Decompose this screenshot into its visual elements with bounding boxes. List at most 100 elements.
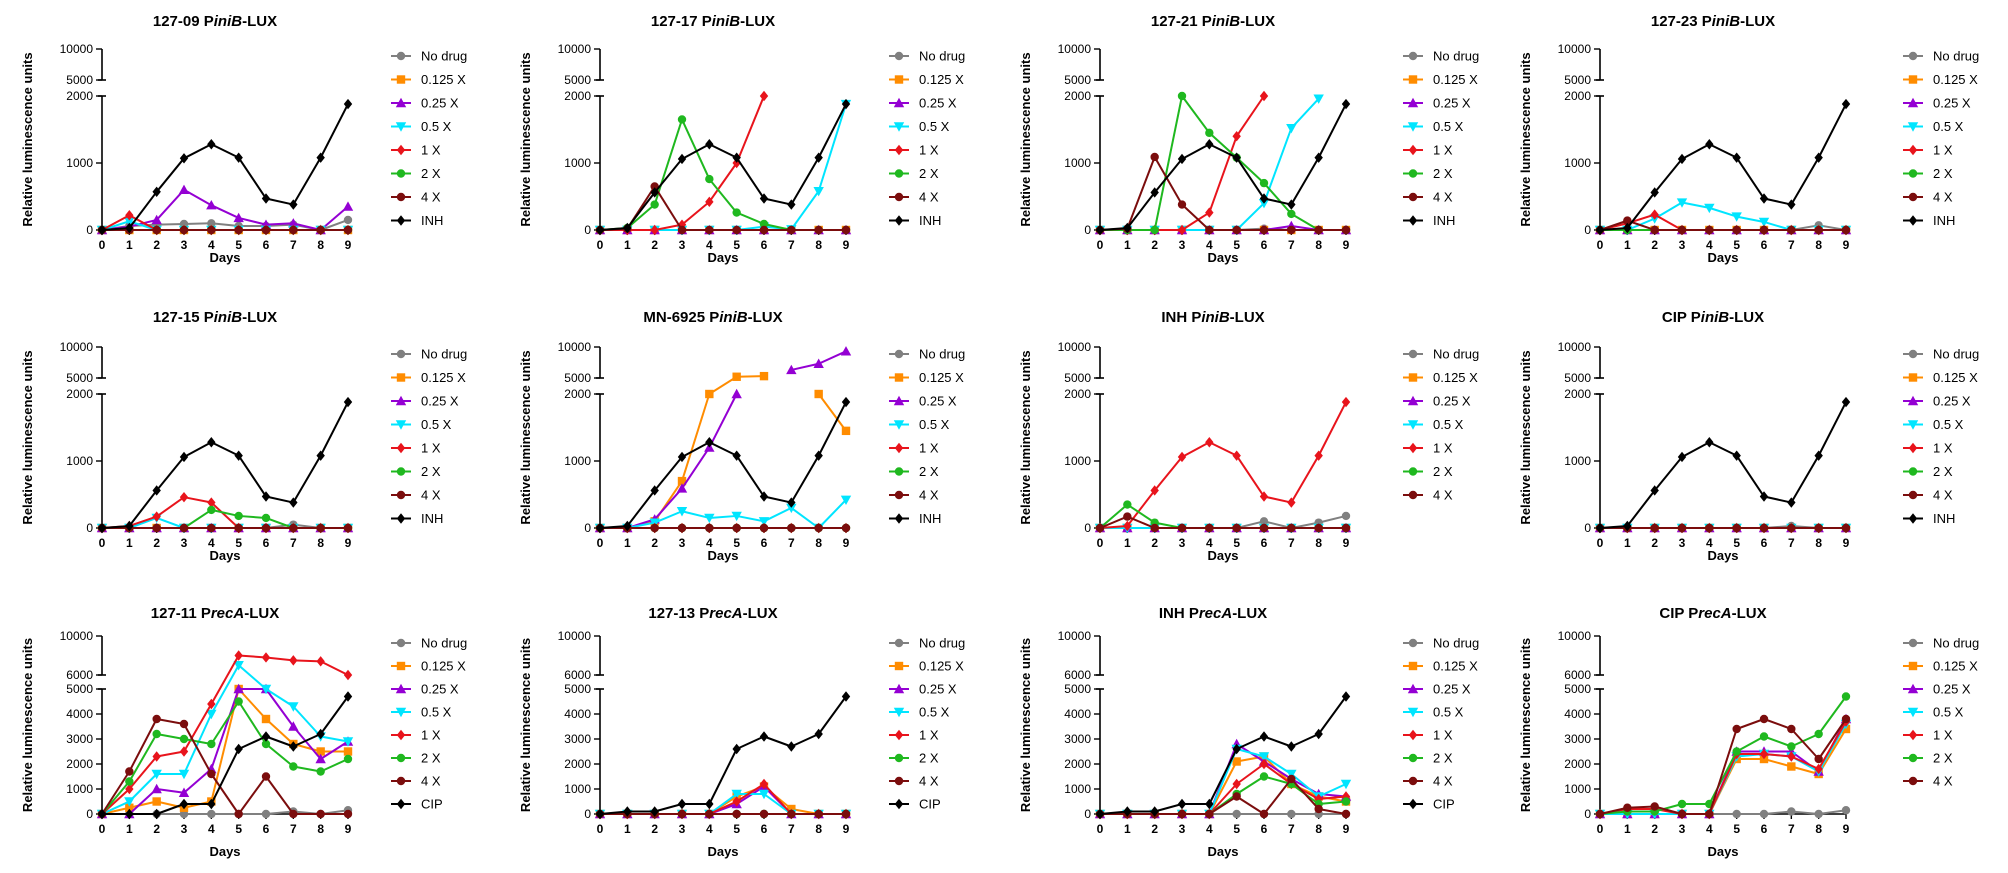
y-tick-label: 5000 bbox=[564, 371, 591, 385]
legend-label: 0.5 X bbox=[421, 119, 452, 134]
data-point bbox=[125, 210, 134, 221]
series-segment bbox=[320, 740, 349, 760]
data-point bbox=[650, 187, 659, 198]
legend-item: 0.125 X bbox=[1403, 72, 1478, 87]
chart-title: 127-21 PiniB-LUX bbox=[1151, 13, 1275, 30]
data-point bbox=[759, 193, 769, 204]
series-segment bbox=[183, 738, 212, 745]
data-point bbox=[814, 450, 823, 461]
legend-item: No drug bbox=[1403, 49, 1479, 64]
series-segment bbox=[1681, 441, 1710, 458]
legend-item: 2 X bbox=[391, 751, 441, 766]
series-segment bbox=[211, 222, 239, 227]
legend-item: 0.25 X bbox=[889, 394, 957, 409]
y-axis-label: Relative luminescence units bbox=[518, 52, 533, 226]
series-segment bbox=[1181, 441, 1210, 458]
legend-item: 0.25 X bbox=[391, 682, 459, 697]
y-tick-label: 2000 bbox=[1564, 89, 1591, 103]
data-point bbox=[342, 201, 354, 211]
legend-label: 0.5 X bbox=[1433, 705, 1464, 720]
x-tick-label: 0 bbox=[99, 536, 106, 550]
legend-item: INH bbox=[391, 511, 443, 526]
series-segment bbox=[101, 226, 130, 231]
series-segment bbox=[101, 214, 130, 231]
data-point bbox=[1232, 778, 1241, 790]
x-tick-label: 7 bbox=[1288, 536, 1295, 550]
x-tick-label: 6 bbox=[761, 238, 768, 252]
series-segment bbox=[1654, 805, 1683, 815]
data-point bbox=[396, 442, 406, 454]
legend-label: No drug bbox=[421, 636, 467, 651]
legend-label: 0.125 X bbox=[1933, 72, 1978, 87]
data-point bbox=[396, 75, 406, 84]
data-point bbox=[289, 741, 298, 752]
legend-label: 2 X bbox=[421, 751, 441, 766]
data-point bbox=[125, 520, 134, 532]
series-segment bbox=[1708, 751, 1738, 805]
data-point bbox=[207, 219, 216, 228]
series-segment bbox=[156, 496, 185, 518]
data-point bbox=[207, 809, 216, 819]
x-tick-label: 0 bbox=[1597, 536, 1604, 550]
data-point bbox=[151, 214, 162, 225]
data-point bbox=[677, 153, 687, 165]
legend-label: 0.25 X bbox=[421, 96, 459, 111]
series-segment bbox=[1763, 753, 1792, 758]
y-tick-label: 6000 bbox=[66, 668, 93, 682]
data-point bbox=[125, 803, 134, 812]
y-tick-label: 1000 bbox=[66, 454, 93, 468]
data-point bbox=[1408, 373, 1418, 382]
series-segment bbox=[1626, 489, 1656, 527]
legend-item: 1 X bbox=[889, 728, 939, 743]
x-tick-label: 9 bbox=[843, 238, 850, 252]
series-line bbox=[1095, 98, 1351, 236]
series-segment bbox=[763, 222, 792, 231]
series-segment bbox=[156, 750, 185, 758]
series-segment bbox=[1290, 157, 1320, 206]
series-segment bbox=[210, 501, 240, 529]
x-tick-label: 5 bbox=[235, 536, 242, 550]
data-point bbox=[894, 513, 904, 524]
y-tick-label: 5000 bbox=[66, 682, 93, 696]
x-tick-label: 7 bbox=[290, 536, 297, 550]
data-point bbox=[396, 661, 406, 671]
series-segment bbox=[1763, 735, 1792, 748]
legend-item: 0.25 X bbox=[1403, 394, 1471, 409]
x-tick-label: 5 bbox=[733, 238, 740, 252]
data-point bbox=[178, 184, 190, 194]
series-segment bbox=[183, 188, 212, 207]
data-point bbox=[1623, 216, 1632, 225]
series-segment bbox=[265, 197, 294, 206]
data-point bbox=[1408, 349, 1418, 359]
y-tick-label: 2000 bbox=[66, 387, 93, 401]
legend-item: INH bbox=[889, 213, 941, 228]
series-segment bbox=[1099, 515, 1128, 529]
x-tick-label: 6 bbox=[1261, 822, 1268, 836]
legend-item: 2 X bbox=[1903, 464, 1953, 479]
series-segment bbox=[319, 103, 349, 159]
data-point bbox=[1908, 638, 1918, 648]
data-point bbox=[1314, 225, 1323, 235]
series-segment bbox=[1126, 191, 1156, 229]
legend-item: 1 X bbox=[1403, 728, 1453, 743]
series-segment bbox=[319, 401, 349, 457]
series-segment bbox=[183, 703, 213, 752]
x-axis-label: Days bbox=[1707, 844, 1738, 859]
data-point bbox=[1677, 523, 1687, 533]
series-segment bbox=[265, 688, 295, 728]
x-tick-label: 8 bbox=[1815, 238, 1822, 252]
series-segment bbox=[1818, 809, 1847, 815]
data-point bbox=[623, 806, 632, 817]
legend-item: 4 X bbox=[1903, 774, 1953, 789]
data-point bbox=[676, 483, 688, 493]
data-point bbox=[1650, 485, 1659, 496]
data-point bbox=[1177, 200, 1187, 209]
legend-item: 1 X bbox=[889, 143, 939, 158]
series-segment bbox=[101, 770, 131, 815]
data-point bbox=[316, 523, 325, 533]
data-point bbox=[152, 797, 161, 806]
data-point bbox=[395, 122, 407, 132]
data-point bbox=[396, 776, 406, 786]
series-segment bbox=[599, 524, 628, 529]
data-point bbox=[732, 796, 741, 807]
